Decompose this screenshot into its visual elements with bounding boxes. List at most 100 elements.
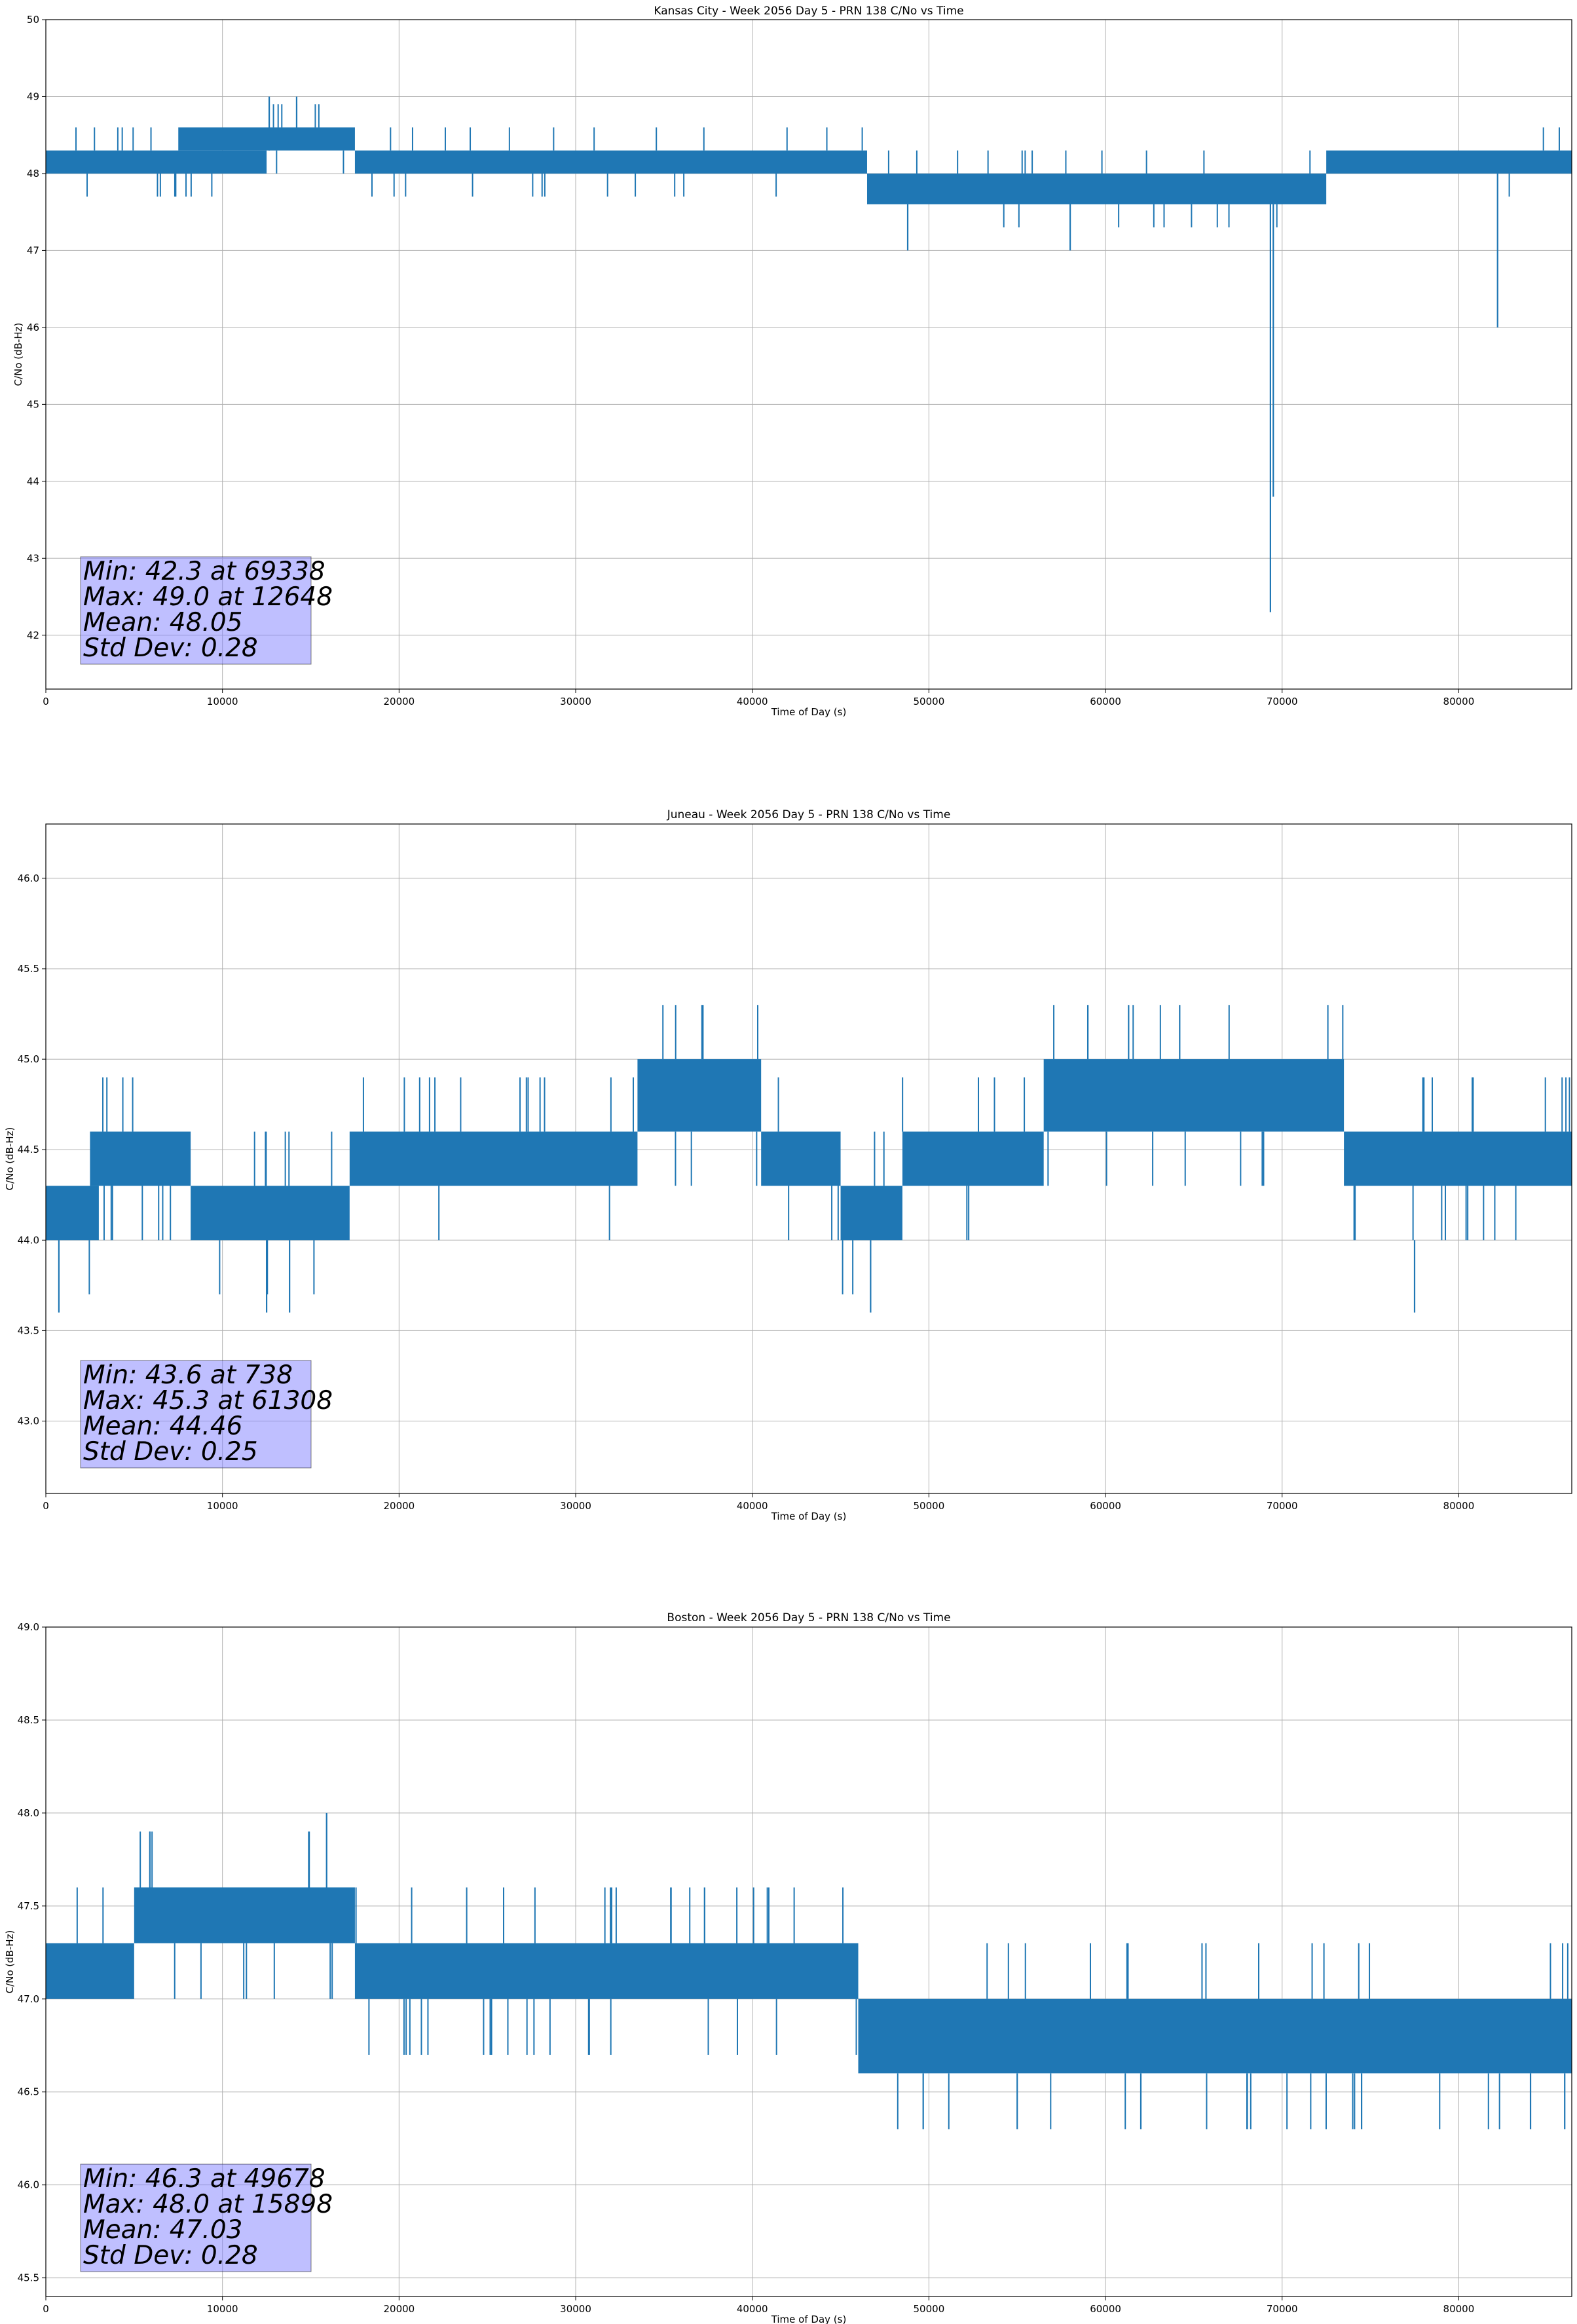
y-axis-label: C/No (dB-Hz) — [12, 323, 24, 386]
y-tick-label: 50 — [27, 14, 39, 26]
y-tick-label: 46.0 — [18, 872, 39, 884]
series-band — [902, 1131, 1044, 1186]
series-band — [191, 1186, 350, 1241]
stats-std-dev: Std Dev: 0.28 — [83, 2241, 258, 2270]
x-tick-label: 0 — [43, 1500, 49, 1512]
x-tick-label: 50000 — [914, 2303, 945, 2315]
series-band — [46, 150, 267, 174]
x-tick-label: 60000 — [1090, 696, 1121, 707]
y-tick-label: 47 — [27, 244, 39, 256]
x-tick-label: 70000 — [1267, 2303, 1298, 2315]
x-axis-label: Time of Day (s) — [771, 706, 847, 718]
x-tick-label: 50000 — [914, 696, 945, 707]
x-tick-label: 70000 — [1267, 696, 1298, 707]
y-axis-label: C/No (dB-Hz) — [4, 1930, 16, 1994]
stats-std-dev: Std Dev: 0.28 — [83, 633, 258, 663]
y-tick-label: 47.5 — [18, 1900, 39, 1912]
stats-box: Min: 43.6 at 738 Max: 45.3 at 61308 Mean… — [80, 1360, 333, 1469]
series-band — [178, 127, 355, 151]
x-tick-label: 80000 — [1443, 696, 1475, 707]
data-series — [46, 1812, 1572, 2129]
x-axis-ticks: 0 10000 20000 30000 40000 50000 60000 70000 8000… — [43, 689, 1474, 707]
chart-title: Kansas City - Week 2056 Day 5 - PRN 138 … — [654, 5, 963, 18]
x-tick-label: 50000 — [914, 1500, 945, 1512]
x-tick-label: 30000 — [560, 696, 591, 707]
stats-mean: Mean: 47.03 — [83, 2215, 242, 2245]
y-tick-label: 43.5 — [18, 1324, 39, 1336]
x-tick-label: 60000 — [1090, 2303, 1121, 2315]
chart-panel-juneau: Juneau - Week 2056 Day 5 - PRN 138 C/No … — [4, 808, 1572, 1522]
y-tick-label: 42 — [27, 629, 39, 641]
series-band — [1344, 1131, 1572, 1186]
stats-mean: Mean: 48.05 — [83, 608, 242, 637]
y-axis-ticks: 45.5 46.0 46.5 47.0 47.5 48.0 48.5 49.0 — [18, 1621, 46, 2284]
stats-min: Min: 43.6 at 738 — [83, 1360, 293, 1390]
chart-title: Boston - Week 2056 Day 5 - PRN 138 C/No … — [667, 1611, 950, 1624]
data-series — [46, 96, 1572, 612]
stats-max: Max: 49.0 at 12648 — [83, 582, 333, 612]
chart-panel-kansas-city: Kansas City - Week 2056 Day 5 - PRN 138 … — [12, 5, 1572, 718]
y-tick-label: 46.0 — [18, 2179, 39, 2191]
x-tick-label: 70000 — [1267, 1500, 1298, 1512]
y-tick-label: 48 — [27, 168, 39, 179]
x-axis-ticks: 0 10000 20000 30000 40000 50000 60000 70000 8000… — [43, 2296, 1474, 2315]
x-tick-label: 80000 — [1443, 2303, 1475, 2315]
series-band — [840, 1186, 902, 1241]
chart-panel-boston: Boston - Week 2056 Day 5 - PRN 138 C/No … — [4, 1611, 1572, 2324]
x-tick-label: 10000 — [207, 2303, 238, 2315]
plot-frame — [45, 823, 1572, 1494]
y-axis-label: C/No (dB-Hz) — [4, 1127, 16, 1191]
y-tick-label: 49.0 — [18, 1621, 39, 1633]
series-band — [637, 1059, 762, 1132]
stats-min: Min: 42.3 at 69338 — [83, 557, 325, 586]
x-tick-label: 0 — [43, 2303, 49, 2315]
x-tick-label: 10000 — [207, 1500, 238, 1512]
series-band — [858, 1998, 1572, 2074]
stats-box: Min: 46.3 at 49678 Max: 48.0 at 15898 Me… — [80, 2164, 333, 2272]
stats-box-background — [80, 556, 312, 665]
y-tick-label: 44.5 — [18, 1144, 39, 1155]
series-band — [1043, 1059, 1345, 1132]
y-axis-ticks: 42 43 44 45 46 47 48 49 50 — [27, 14, 46, 641]
x-tick-label: 20000 — [383, 1500, 415, 1512]
plot-frame — [45, 19, 1572, 690]
stats-box-background — [80, 2164, 312, 2272]
x-tick-label: 80000 — [1443, 1500, 1475, 1512]
y-tick-label: 44.0 — [18, 1234, 39, 1246]
y-tick-label: 48.0 — [18, 1807, 39, 1819]
series-band — [90, 1131, 191, 1186]
series-band — [134, 1887, 355, 1943]
stats-min: Min: 46.3 at 49678 — [83, 2164, 325, 2194]
x-tick-label: 60000 — [1090, 1500, 1121, 1512]
y-tick-label: 43 — [27, 552, 39, 564]
stats-mean: Mean: 44.46 — [83, 1412, 242, 1441]
stats-box: Min: 42.3 at 69338 Max: 49.0 at 12648 Me… — [80, 556, 333, 665]
plot-frame — [45, 1626, 1572, 2297]
y-tick-label: 48.5 — [18, 1714, 39, 1726]
stats-max: Max: 45.3 at 61308 — [83, 1386, 333, 1415]
series-band — [46, 1186, 99, 1241]
x-tick-label: 40000 — [737, 1500, 768, 1512]
y-tick-label: 43.0 — [18, 1415, 39, 1427]
series-band — [349, 1131, 638, 1186]
x-axis-label: Time of Day (s) — [771, 2314, 847, 2324]
x-tick-label: 10000 — [207, 696, 238, 707]
series-band — [866, 173, 1327, 204]
y-tick-label: 49 — [27, 90, 39, 102]
x-axis-label: Time of Day (s) — [771, 1510, 847, 1522]
y-tick-label: 47.0 — [18, 1993, 39, 2005]
y-tick-label: 45.5 — [18, 2272, 39, 2284]
y-tick-label: 45.0 — [18, 1053, 39, 1065]
series-band — [1326, 150, 1572, 174]
gridlines — [45, 824, 1572, 1493]
y-tick-label: 46.5 — [18, 2086, 39, 2098]
series-band — [354, 1943, 859, 1999]
y-tick-label: 46 — [27, 322, 39, 333]
y-axis-ticks: 43.0 43.5 44.0 44.5 45.0 45.5 46.0 — [18, 872, 46, 1427]
series-band — [761, 1131, 841, 1186]
series-band — [354, 150, 867, 174]
x-tick-label: 0 — [43, 696, 49, 707]
data-series — [46, 1005, 1572, 1313]
x-tick-label: 20000 — [383, 696, 415, 707]
